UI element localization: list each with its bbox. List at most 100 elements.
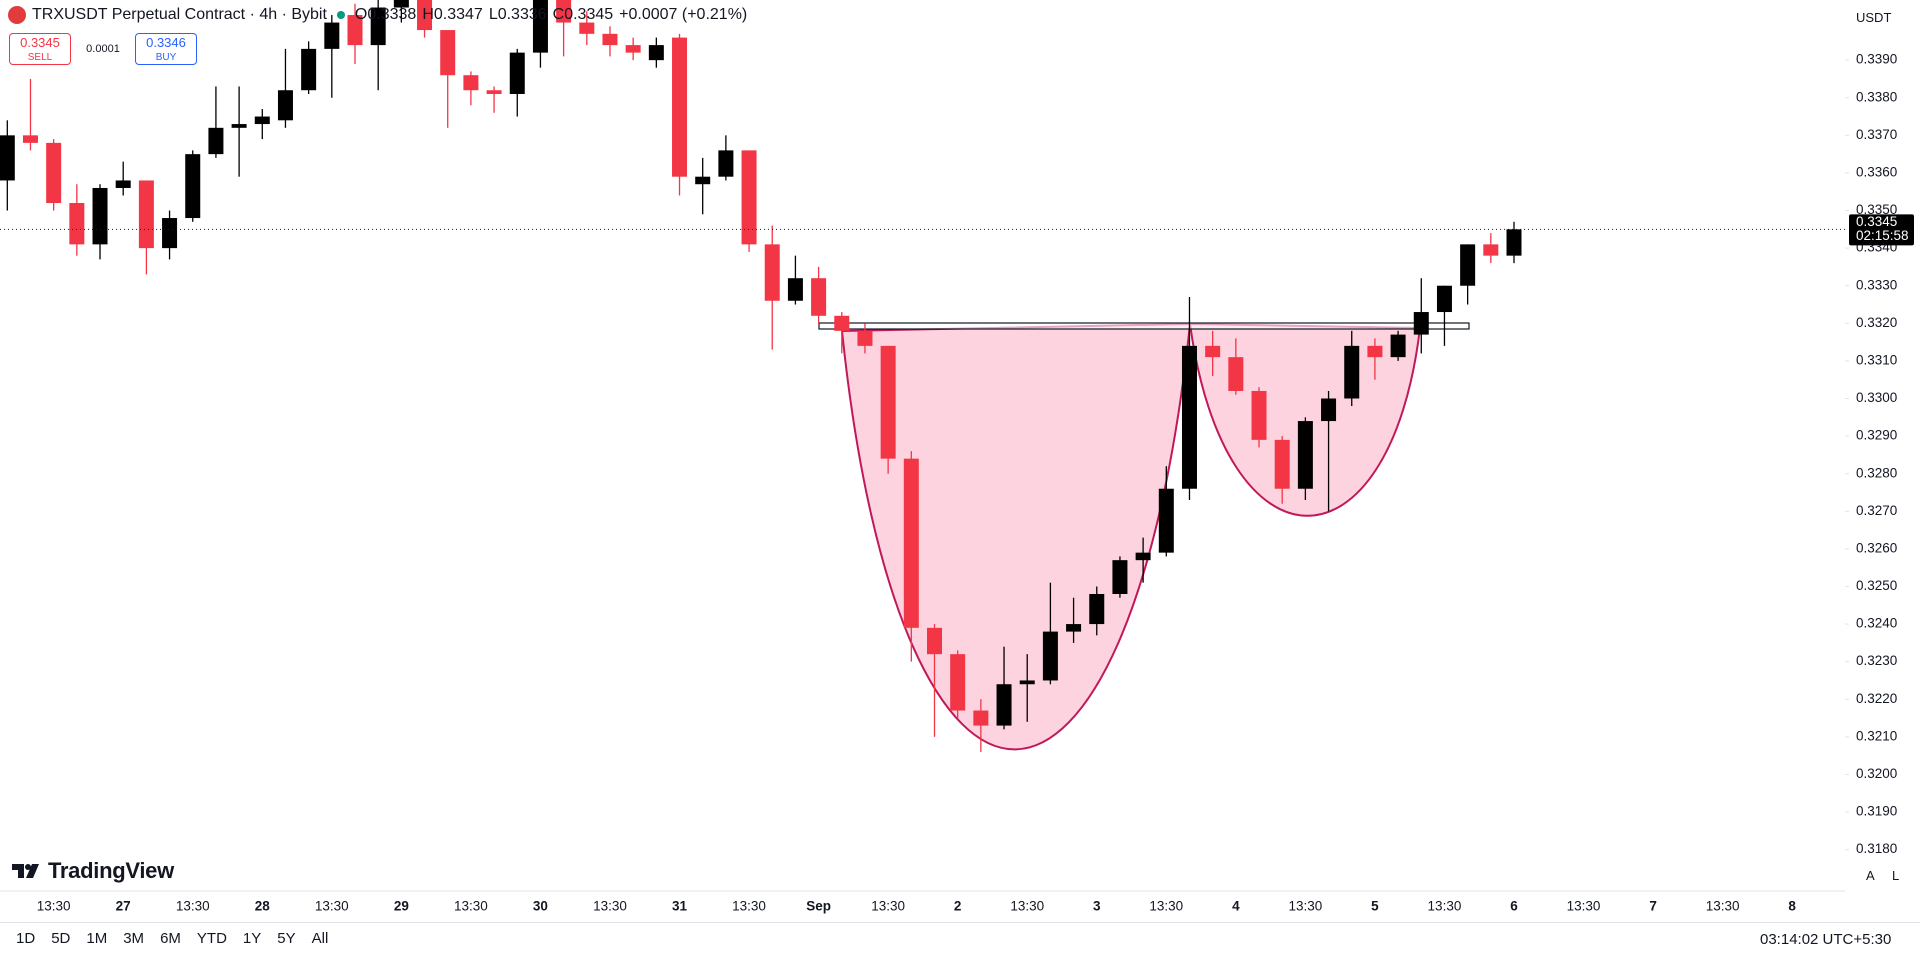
candle-body — [301, 48, 317, 91]
y-tick-label: 0.3250 — [1856, 578, 1897, 593]
timeframe-button[interactable]: 1Y — [242, 930, 262, 947]
timeframe-button[interactable]: 1D — [16, 930, 36, 947]
countdown-label: 02:15:58 — [1856, 228, 1909, 243]
timeframe-button[interactable]: All — [311, 930, 329, 947]
auto-scale-button[interactable]: A — [1866, 868, 1875, 883]
candle-body — [602, 33, 618, 46]
branding: TradingView — [12, 858, 174, 884]
timeframe-button[interactable]: 3M — [123, 930, 145, 947]
candle-body — [1344, 345, 1360, 399]
x-tick-label: 13:30 — [454, 899, 488, 914]
timeframe-button[interactable]: 6M — [160, 930, 181, 947]
candle-body — [532, 0, 548, 53]
log-scale-button[interactable]: L — [1892, 868, 1900, 883]
candle-body — [1019, 680, 1035, 685]
x-tick-label: 13:30 — [1288, 899, 1322, 914]
y-tick-label: 0.3350 — [1856, 202, 1897, 217]
x-tick-label: 27 — [116, 899, 131, 914]
x-tick-label: 28 — [255, 899, 271, 914]
x-tick-label: 13:30 — [1706, 899, 1740, 914]
y-tick-label: 0.3270 — [1856, 503, 1897, 518]
candle-body — [556, 0, 572, 23]
candles — [0, 0, 1522, 752]
chart: 0.3180 0.3190 0.3200 0.3210 0.3220 0.3230 0.32… — [0, 0, 1914, 914]
toolbar-divider — [0, 922, 1920, 923]
y-tick-label: 0.3200 — [1856, 766, 1897, 781]
candle-body — [1274, 439, 1290, 489]
candle-body — [509, 52, 525, 94]
timeframe-button[interactable]: 5Y — [277, 930, 296, 947]
candle-body — [787, 278, 803, 301]
candle-body — [1205, 345, 1221, 358]
x-tick-label: 13:30 — [37, 899, 71, 914]
x-tick-label: 2 — [954, 899, 962, 914]
resistance-box — [818, 322, 1470, 330]
timeframe-button[interactable]: YTD — [196, 930, 227, 947]
candle-body — [1251, 390, 1267, 440]
candle-body — [46, 142, 62, 204]
candle-body — [463, 75, 479, 91]
candle-body — [0, 135, 15, 181]
candle-body — [1042, 631, 1058, 681]
y-tick-label: 0.3320 — [1856, 315, 1897, 330]
y-tick-label: 0.3230 — [1856, 653, 1897, 668]
candle-body — [254, 116, 270, 125]
candle-body — [393, 0, 409, 8]
candle-body — [1228, 357, 1244, 391]
candle-body — [625, 45, 641, 53]
x-tick-label: 6 — [1510, 899, 1518, 914]
candle-body — [440, 30, 456, 76]
x-tick-label: 30 — [533, 899, 548, 914]
candle-body — [92, 187, 108, 245]
candle-body — [138, 180, 154, 249]
x-tick-label: 13:30 — [593, 899, 627, 914]
spread: 0.0001 — [86, 43, 120, 55]
x-tick-label: 4 — [1232, 899, 1240, 914]
x-tick-label: 13:30 — [176, 899, 210, 914]
symbol-icon — [8, 6, 26, 24]
sell-button[interactable]: 0.3345 SELL — [9, 33, 71, 65]
candle-body — [1181, 345, 1197, 489]
candle-body — [1158, 488, 1174, 553]
candle-body — [162, 218, 178, 249]
y-tick-label: 0.3260 — [1856, 540, 1897, 555]
candle-body — [973, 710, 989, 726]
x-tick-label: 29 — [394, 899, 409, 914]
candle-body — [695, 176, 711, 185]
buy-button[interactable]: 0.3346 BUY — [135, 33, 197, 65]
candle-body — [69, 203, 85, 245]
candle-body — [672, 37, 688, 177]
candle-body — [648, 45, 664, 61]
candle-body — [347, 15, 363, 46]
candle-body — [950, 654, 966, 711]
brand-logo — [12, 864, 39, 878]
candle-body — [1436, 285, 1452, 313]
candle-body — [208, 127, 224, 155]
timeframe-button[interactable]: 1M — [86, 930, 108, 947]
buy-label: BUY — [155, 52, 177, 63]
x-tick-label: Sep — [806, 899, 831, 914]
sell-label: SELL — [27, 52, 53, 63]
y-tick-label: 0.3390 — [1856, 52, 1897, 67]
timeframe-button[interactable]: 5D — [51, 930, 71, 947]
candle-body — [185, 154, 201, 219]
y-tick-label: 0.3190 — [1856, 804, 1897, 819]
candle-body — [1390, 334, 1406, 358]
ohlc-close: C0.3345 — [552, 6, 614, 23]
ohlc-change: +0.0007 (+0.21%) — [619, 6, 748, 23]
candle-body — [996, 684, 1012, 726]
candle-body — [927, 627, 942, 655]
x-tick-label: 31 — [672, 899, 688, 914]
candle-body — [718, 150, 734, 177]
x-tick-label: 13:30 — [1428, 899, 1462, 914]
header: TRXUSDT Perpetual Contract · 4h · Bybit … — [8, 6, 747, 24]
ohlc-high: H0.3347 — [422, 6, 483, 23]
y-tick-label: 0.3180 — [1856, 841, 1897, 856]
currency-selector[interactable]: USDT — [1856, 10, 1892, 25]
x-tick-label: 8 — [1788, 899, 1796, 914]
y-tick-label: 0.3360 — [1856, 164, 1897, 179]
candle-body — [1089, 594, 1105, 625]
candle-body — [741, 150, 757, 245]
y-tick-label: 0.3280 — [1856, 465, 1897, 480]
y-tick-label: 0.3330 — [1856, 277, 1897, 292]
